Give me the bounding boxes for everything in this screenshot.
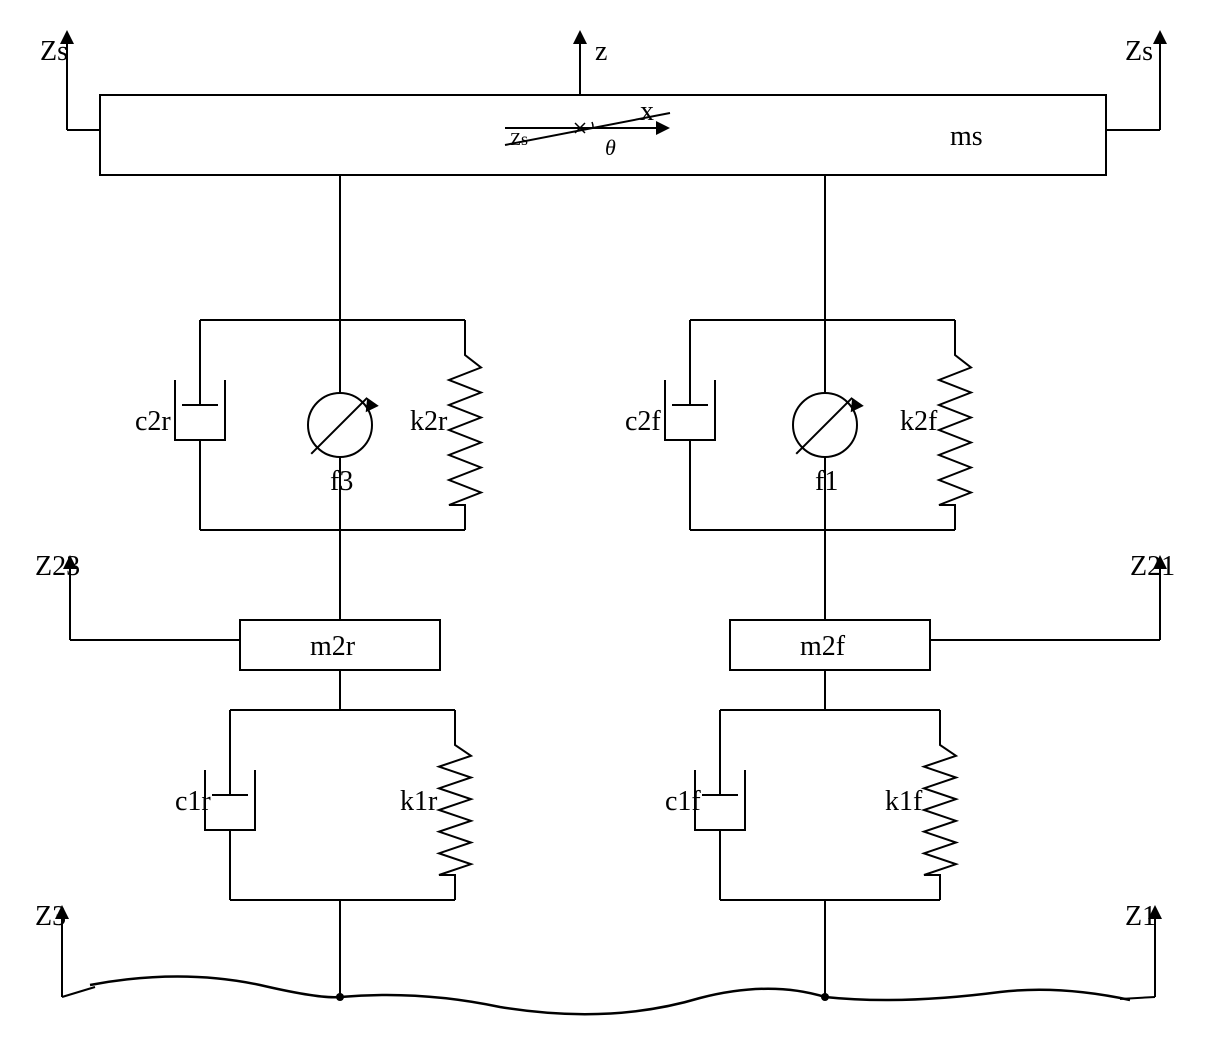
z3-label: Z3 <box>35 901 66 932</box>
label-f3: f3 <box>330 466 353 497</box>
theta-label: θ <box>605 135 616 160</box>
z21-label: Z21 <box>1130 551 1175 582</box>
z1-label: Z1 <box>1125 901 1156 932</box>
label-k2f: k2f <box>900 406 938 437</box>
label-c2f: c2f <box>625 406 661 437</box>
suspension-diagram: ms z xθ Zs Zs Zs c2r f3 k2r m2r c1r k1r c2f f1 k2f m2f c… <box>0 0 1206 1047</box>
label-k1r: k1r <box>400 786 438 817</box>
z-axis-label: z <box>595 36 607 67</box>
sprung-mass-label: ms <box>950 121 983 152</box>
label-m2f: m2f <box>800 631 846 662</box>
label-f1: f1 <box>815 466 838 497</box>
zs-left-label: Zs <box>40 36 68 67</box>
label-c1r: c1r <box>175 786 211 817</box>
zs-center-label: Zs <box>510 129 528 149</box>
label-k1f: k1f <box>885 786 923 817</box>
x-axis-label: x <box>640 96 654 127</box>
z23-label: Z23 <box>35 551 80 582</box>
label-m2r: m2r <box>310 631 356 662</box>
label-c2r: c2r <box>135 406 171 437</box>
label-c1f: c1f <box>665 786 701 817</box>
label-k2r: k2r <box>410 406 448 437</box>
zs-right-label: Zs <box>1125 36 1153 67</box>
